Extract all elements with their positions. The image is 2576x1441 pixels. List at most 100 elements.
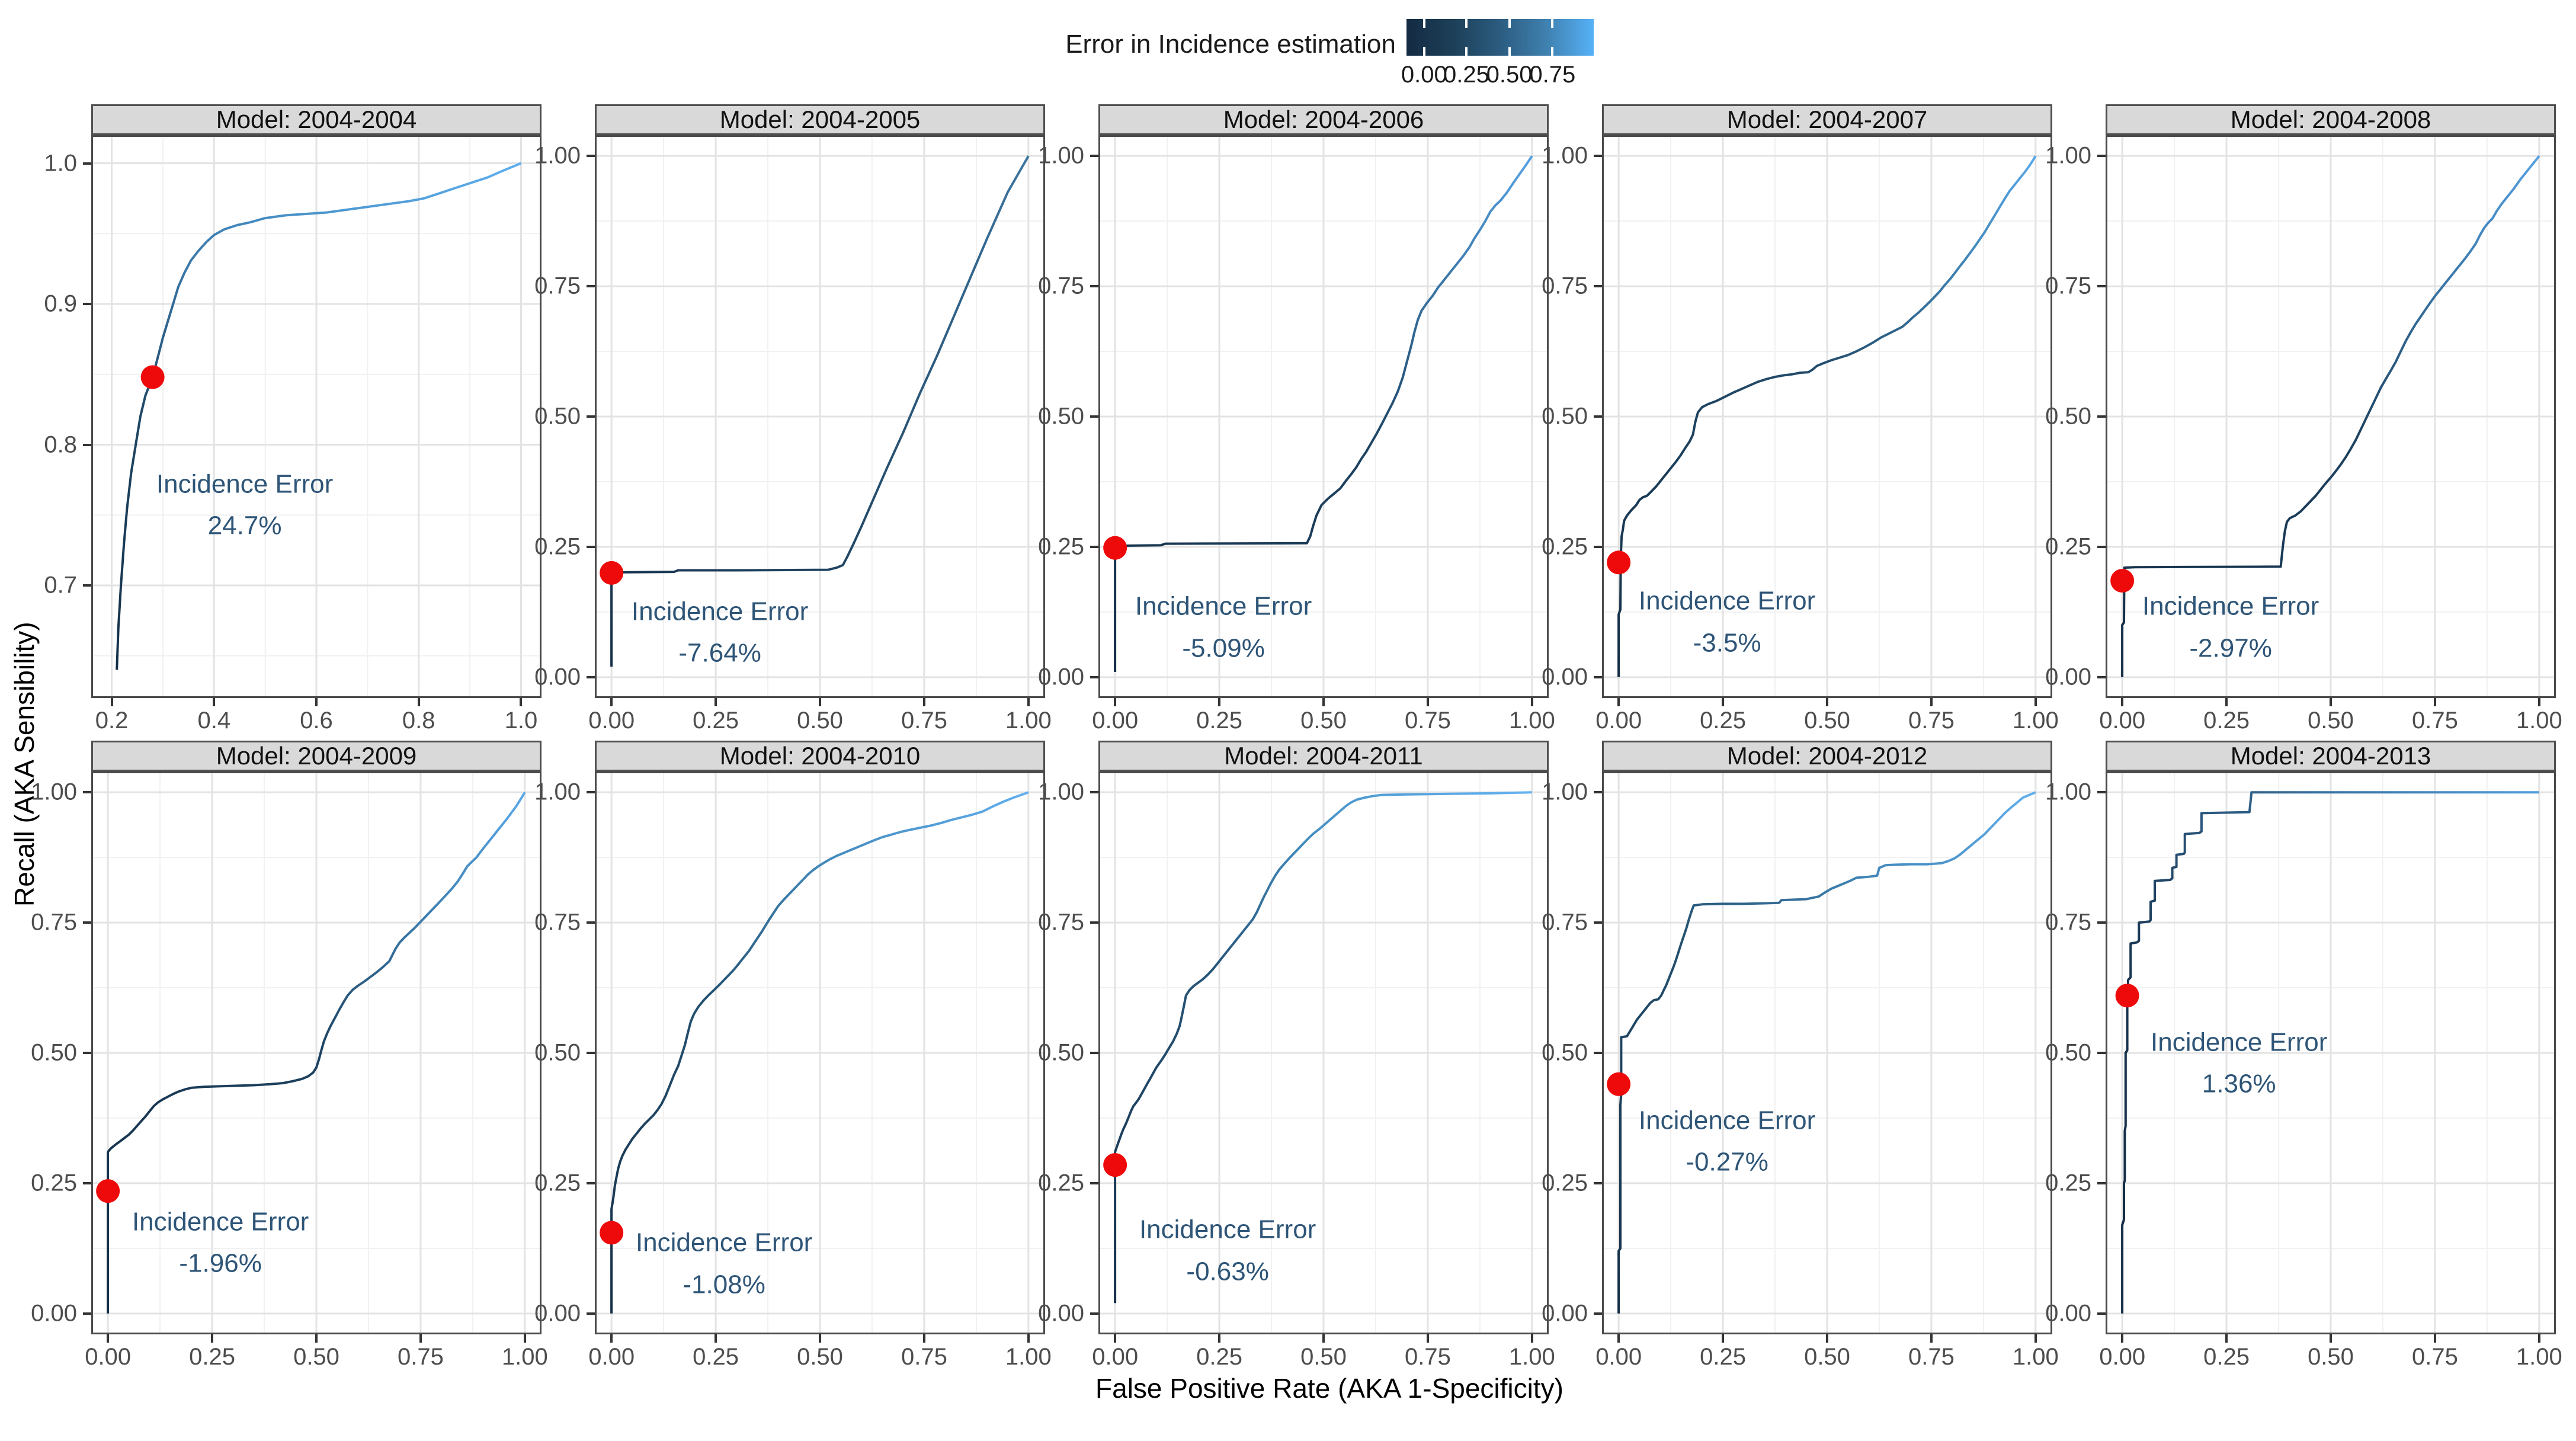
y-tick-mark xyxy=(1090,1312,1098,1315)
y-tick-label: 0.00 xyxy=(1542,664,1588,690)
x-tick-mark xyxy=(2330,1334,2332,1343)
x-tick-mark xyxy=(1426,1334,1429,1343)
y-tick-label: 1.00 xyxy=(534,779,581,805)
x-tick-mark xyxy=(315,698,318,706)
annotation-label: Incidence Error xyxy=(1638,587,1816,616)
x-tick-mark xyxy=(2537,698,2540,706)
y-tick-mark xyxy=(587,1312,595,1315)
y-tick-label: 1.00 xyxy=(2045,142,2091,169)
roc-plot-svg xyxy=(1602,771,2052,1334)
y-tick-label: 0.75 xyxy=(31,909,77,936)
y-tick-label: 0.75 xyxy=(2045,273,2091,299)
x-tick-mark xyxy=(520,698,523,706)
y-tick-mark xyxy=(587,285,595,288)
x-tick-label: 0.25 xyxy=(693,1344,739,1370)
y-tick-mark xyxy=(587,1052,595,1054)
x-tick-mark xyxy=(1530,698,1533,706)
x-tick-mark xyxy=(213,698,216,706)
x-tick-mark xyxy=(211,1334,214,1343)
x-tick-label: 0.75 xyxy=(1404,707,1451,734)
colorbar-tick xyxy=(1422,47,1425,56)
x-tick-label: 0.50 xyxy=(1300,1344,1347,1370)
facet-grid: Model: 2004-2004 1.0 0.9 0.8 0.7 Incidence Er… xyxy=(31,104,2576,1370)
colorbar-tick-label: 0.50 xyxy=(1486,62,1533,88)
y-tick-mark xyxy=(1090,1052,1098,1054)
y-tick-label: 0.25 xyxy=(1038,1170,1084,1196)
roc-curve xyxy=(1114,791,1532,1304)
y-tick-label: 1.00 xyxy=(1038,779,1084,805)
annotation-value: 1.36% xyxy=(2202,1069,2276,1099)
colorbar-tick xyxy=(1551,19,1554,28)
facet-title-strip: Model: 2004-2009 xyxy=(91,741,542,771)
facet-body: 1.00 0.75 0.50 0.25 0.00 Incidence Error -7.64… xyxy=(534,135,1045,698)
x-tick-mark xyxy=(1722,1334,1725,1343)
y-axis: 1.00 0.75 0.50 0.25 0.00 xyxy=(2045,135,2106,698)
y-tick-mark xyxy=(1594,155,1602,158)
annotation-value: -3.5% xyxy=(1693,628,1761,658)
x-tick-label: 0.50 xyxy=(797,707,843,734)
x-tick-mark xyxy=(1322,698,1325,706)
x-tick-mark xyxy=(2034,698,2037,706)
incidence-error-annotation: Incidence Error -1.96% xyxy=(132,1202,309,1285)
y-tick-mark xyxy=(2097,1312,2106,1315)
x-tick-label: 1.00 xyxy=(2012,707,2059,734)
incidence-error-annotation: Incidence Error -1.08% xyxy=(636,1222,812,1306)
x-tick-label: 0.50 xyxy=(1804,707,1850,734)
y-tick-mark xyxy=(83,921,91,924)
y-tick-label: 0.25 xyxy=(534,533,581,560)
y-tick-mark xyxy=(1090,415,1098,418)
y-tick-label: 0.00 xyxy=(31,1300,77,1327)
y-tick-label: 0.00 xyxy=(534,664,581,690)
roc-curve xyxy=(2121,791,2539,1314)
x-axis: 0.00 0.25 0.50 0.75 1.00 xyxy=(85,1334,548,1370)
y-tick-label: 0.75 xyxy=(2045,909,2091,936)
incidence-error-annotation: Incidence Error -5.09% xyxy=(1135,586,1312,670)
y-tick-mark xyxy=(1594,675,1602,678)
roc-curve xyxy=(2121,155,2540,677)
x-tick-mark xyxy=(2433,698,2436,706)
y-axis: 1.00 0.75 0.50 0.25 0.00 xyxy=(534,771,595,1334)
y-axis: 1.00 0.75 0.50 0.25 0.00 xyxy=(1542,135,1602,698)
annotation-label: Incidence Error xyxy=(2142,591,2319,621)
annotation-value: -0.63% xyxy=(1186,1257,1269,1286)
y-axis: 1.00 0.75 0.50 0.25 0.00 xyxy=(1542,771,1602,1334)
annotation-label: Incidence Error xyxy=(1638,1106,1816,1135)
x-tick-label: 0.25 xyxy=(1700,707,1746,734)
x-tick-mark xyxy=(1617,1334,1620,1343)
y-tick-mark xyxy=(2097,791,2106,794)
roc-plot-svg xyxy=(2106,771,2556,1334)
x-tick-mark xyxy=(610,698,613,706)
x-tick-label: 0.6 xyxy=(300,707,333,734)
roc-curve xyxy=(610,155,1030,667)
annotation-value: -1.08% xyxy=(683,1270,765,1299)
facet-title-strip: Model: 2004-2005 xyxy=(595,104,1045,135)
y-tick-mark xyxy=(1594,791,1602,794)
x-tick-mark xyxy=(1027,1334,1030,1343)
incidence-error-point xyxy=(140,365,165,389)
incidence-error-annotation: Incidence Error -3.5% xyxy=(1639,581,1815,664)
facet-body: 1.00 0.75 0.50 0.25 0.00 Incidence Error -3.5% xyxy=(1542,135,2052,698)
y-tick-mark xyxy=(83,1181,91,1184)
incidence-error-annotation: Incidence Error -0.27% xyxy=(1639,1100,1815,1183)
y-tick-mark xyxy=(2097,675,2106,678)
x-tick-label: 0.00 xyxy=(1092,1344,1139,1370)
x-tick-mark xyxy=(1027,698,1030,706)
x-tick-mark xyxy=(1114,1334,1117,1343)
x-tick-label: 0.00 xyxy=(1092,707,1139,734)
x-tick-mark xyxy=(110,698,113,706)
roc-plot-svg xyxy=(2106,135,2556,698)
facet-title-strip: Model: 2004-2006 xyxy=(1098,104,1549,135)
y-tick-mark xyxy=(587,1181,595,1184)
y-tick-mark xyxy=(1594,921,1602,924)
facet-title-strip: Model: 2004-2007 xyxy=(1602,104,2052,135)
y-tick-mark xyxy=(1090,921,1098,924)
plot-area: Incidence Error -0.27% xyxy=(1602,771,2052,1334)
colorbar-tick xyxy=(1422,19,1425,28)
x-tick-mark xyxy=(2537,1334,2540,1343)
y-tick-mark xyxy=(587,675,595,678)
x-axis: 0.00 0.25 0.50 0.75 1.00 xyxy=(1595,1334,2059,1370)
colorbar-tick xyxy=(1465,19,1468,28)
x-tick-mark xyxy=(715,1334,717,1343)
x-tick-label: 1.00 xyxy=(2012,1344,2059,1370)
